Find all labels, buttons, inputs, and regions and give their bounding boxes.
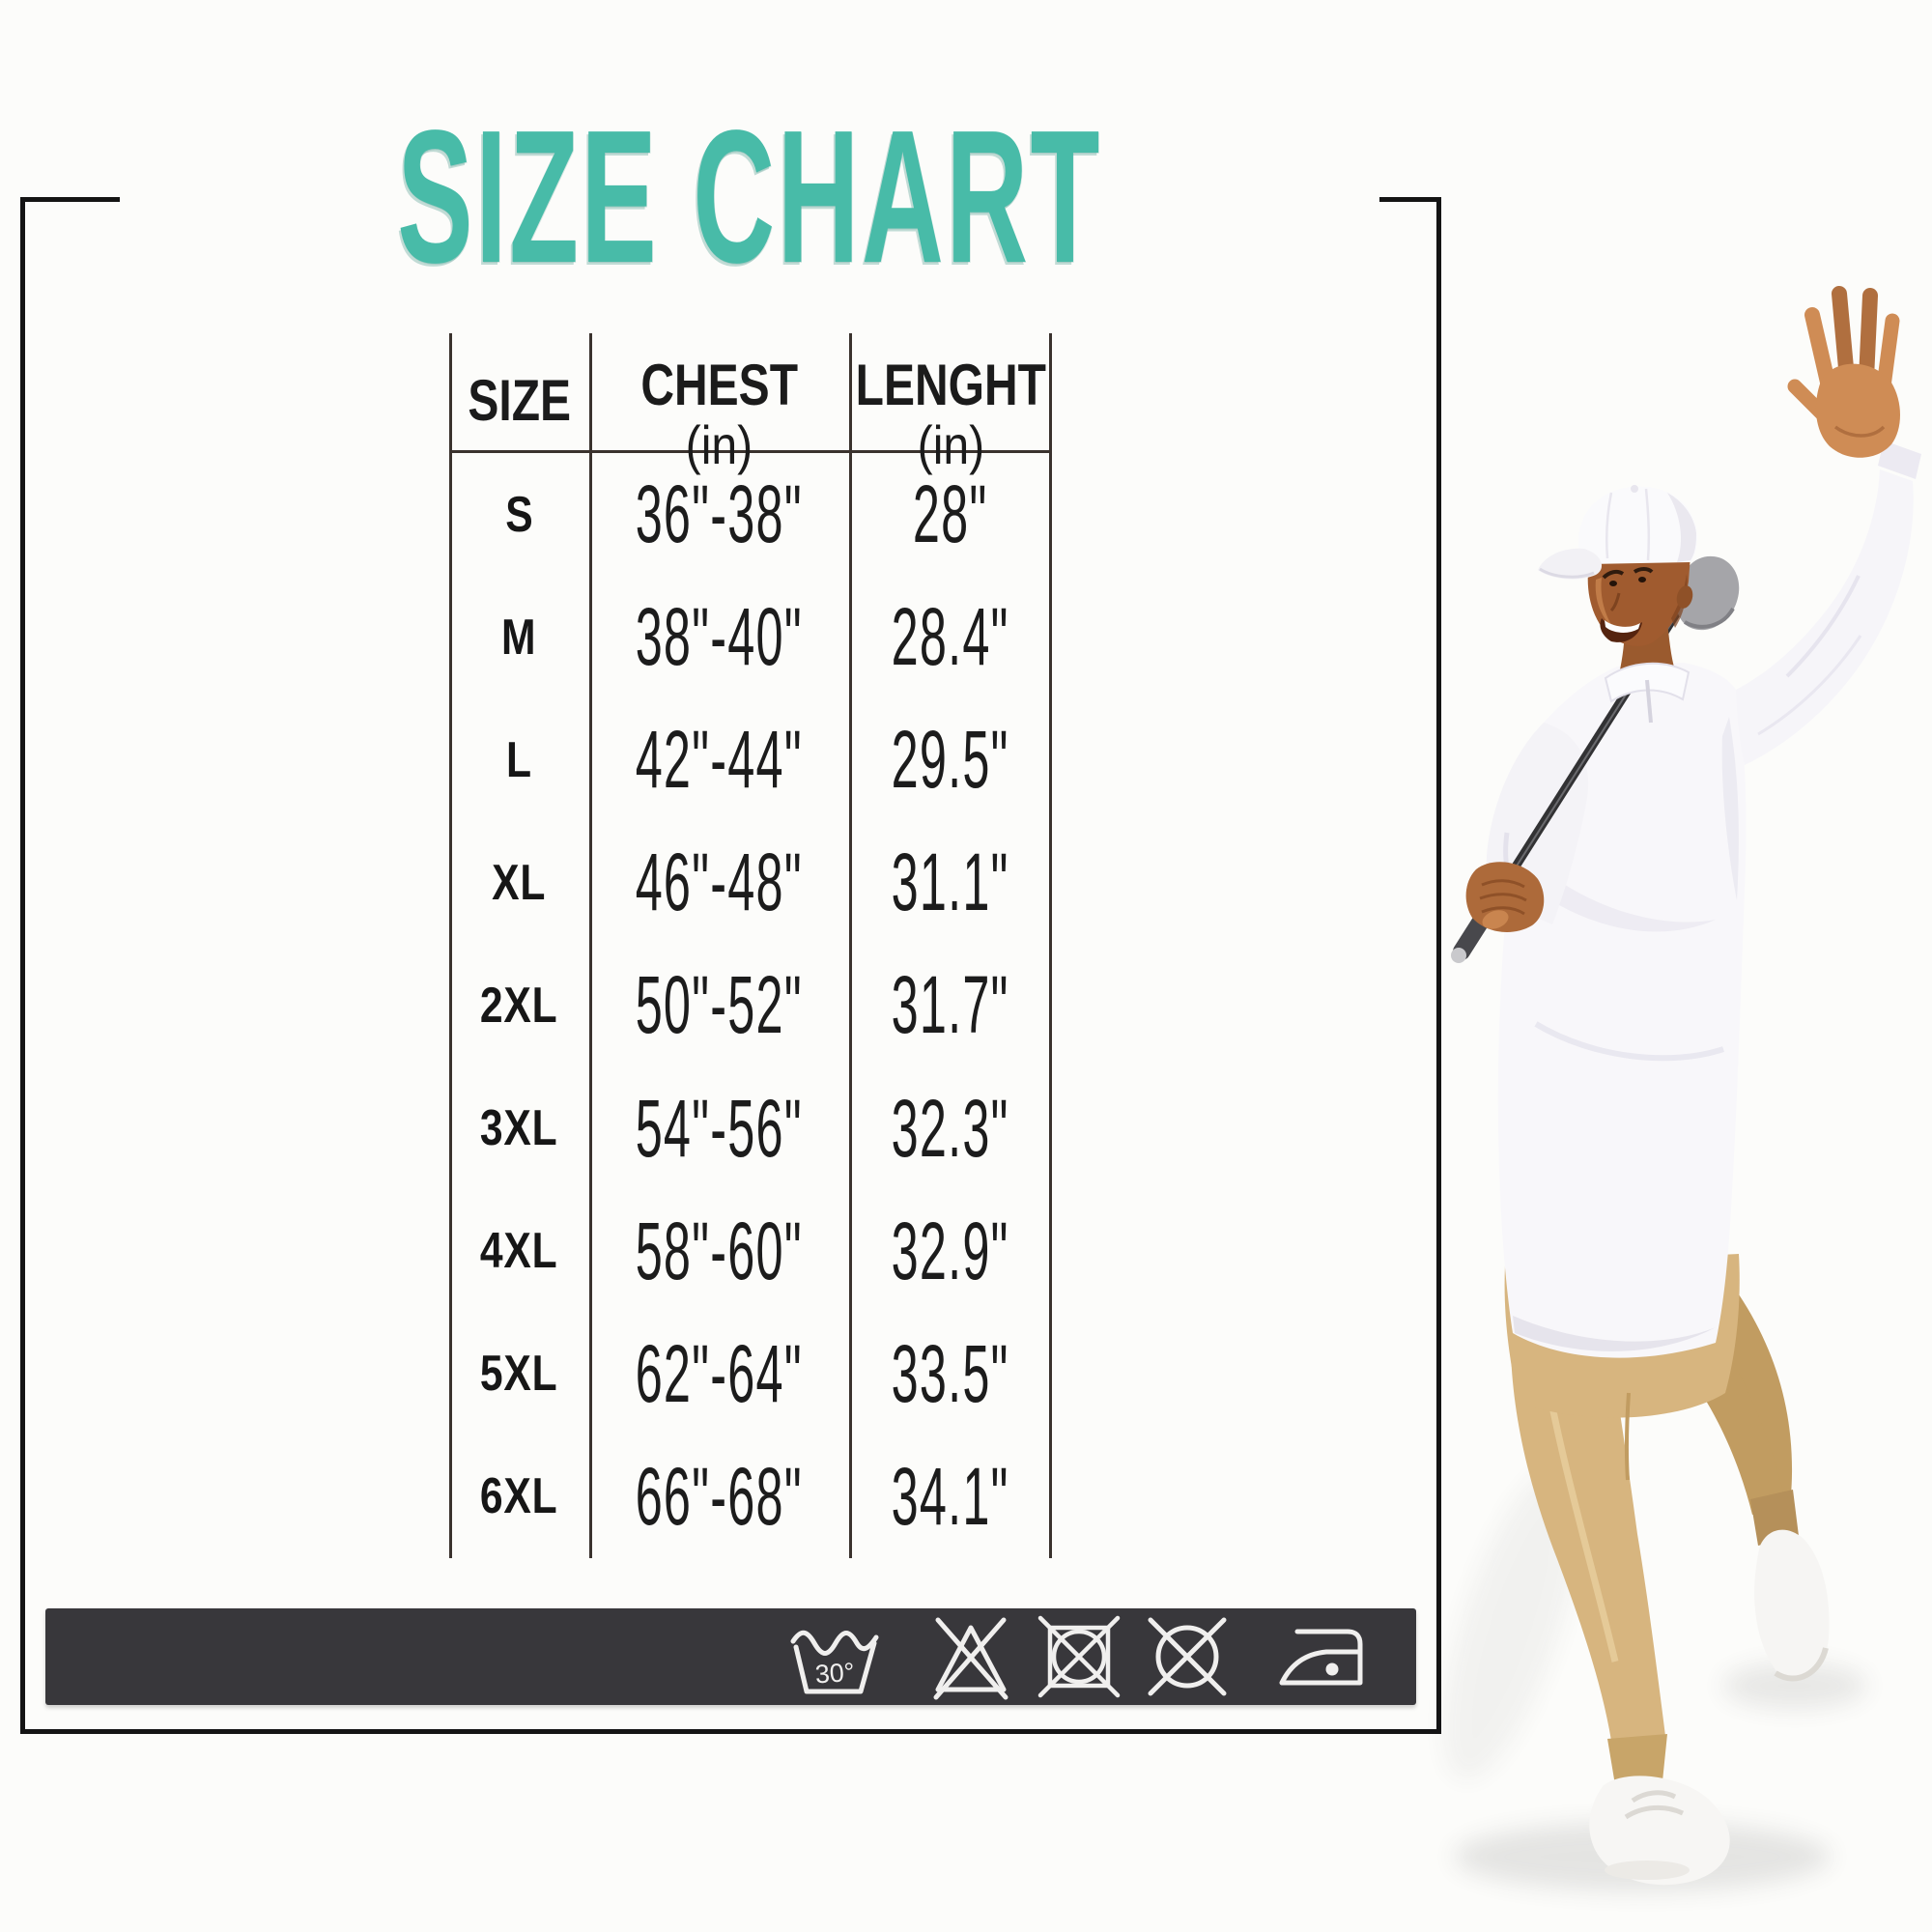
table-row: 5XL 62"-64" 33.5" xyxy=(480,1327,1009,1419)
table-divider xyxy=(449,333,452,1558)
table-row: 4XL 58"-60" 32.9" xyxy=(480,1205,1009,1296)
iron-icon xyxy=(1279,1629,1363,1686)
care-instructions-bar: 30° xyxy=(45,1608,1416,1705)
head xyxy=(1587,545,1693,646)
waving-hand xyxy=(1787,286,1900,458)
header-chest: CHEST (in) xyxy=(640,353,798,475)
table-row: 3XL 54"-56" 32.3" xyxy=(480,1082,1009,1174)
ear xyxy=(1676,585,1693,609)
front-shoe xyxy=(1589,1776,1730,1886)
table-header-row: SIZE CHEST (in) LENGHT (in) xyxy=(449,333,1052,472)
eye xyxy=(1609,581,1617,586)
table-body: S 36"-38" 28" M 38"-40" 28.4" L 42"-44" … xyxy=(449,453,1052,1558)
sleeve-cuff xyxy=(1878,440,1921,479)
cap-brim xyxy=(1538,548,1603,580)
shirt-raised-sleeve xyxy=(1736,440,1921,765)
header-length: LENGHT (in) xyxy=(855,353,1046,475)
eyebrows xyxy=(1602,567,1654,580)
wash-temp-label: 30° xyxy=(814,1658,856,1690)
table-divider xyxy=(1049,333,1052,1558)
table-divider xyxy=(849,333,852,1558)
ground-shadow xyxy=(1443,1465,1867,1891)
table-row: M 38"-40" 28.4" xyxy=(501,591,1009,683)
club-head xyxy=(1676,555,1740,631)
table-header-underline xyxy=(449,450,1052,453)
left-hand xyxy=(1465,862,1545,932)
golfer-illustration xyxy=(1443,286,1921,1891)
size-chart-table: SIZE CHEST (in) LENGHT (in) S 36"-38" 28… xyxy=(449,333,1052,1558)
back-shoe xyxy=(1754,1529,1830,1681)
table-row: S 36"-38" 28" xyxy=(504,469,988,560)
eye xyxy=(1638,577,1646,582)
table-divider xyxy=(589,333,592,1558)
front-pant-cuff xyxy=(1607,1734,1667,1785)
table-row: 6XL 66"-68" 34.1" xyxy=(480,1450,1009,1542)
do-not-tumble-dry-icon xyxy=(1037,1615,1121,1698)
zipper xyxy=(1645,679,1653,724)
do-not-dry-clean-icon xyxy=(1148,1617,1227,1696)
table-row: 2XL 50"-52" 31.7" xyxy=(480,959,1009,1051)
header-size: SIZE xyxy=(468,368,571,433)
nose xyxy=(1609,592,1621,612)
cap xyxy=(1538,485,1697,580)
care-icons: 30° xyxy=(790,1615,1363,1700)
machine-wash-icon: 30° xyxy=(790,1630,879,1694)
front-leg xyxy=(1510,1302,1730,1886)
page-title-text: SIZE CHART xyxy=(397,91,1102,302)
table-row: L 42"-44" 29.5" xyxy=(506,714,1009,806)
do-not-bleach-icon xyxy=(933,1617,1009,1700)
page-title: SIZE CHART xyxy=(120,102,1379,292)
table-row: XL 46"-48" 31.1" xyxy=(492,837,1009,928)
